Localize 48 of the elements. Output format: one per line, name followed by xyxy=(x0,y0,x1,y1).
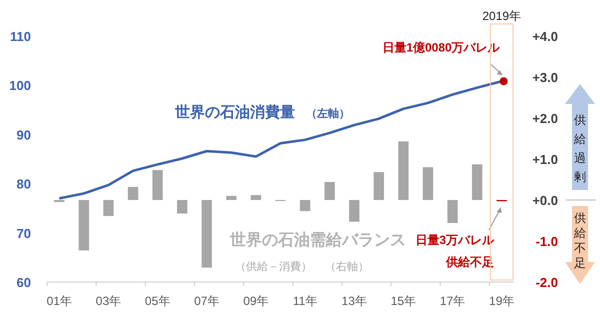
y-tick-label: 80 xyxy=(16,176,31,192)
y-tick-label: 100 xyxy=(9,78,31,94)
x-tick-label: 09年 xyxy=(243,294,269,308)
y2-tick-label: -1.0 xyxy=(536,234,558,249)
bar xyxy=(103,200,114,216)
bar xyxy=(447,200,458,223)
y2-tick-label: +1.0 xyxy=(532,152,558,167)
bar xyxy=(472,164,482,200)
bar xyxy=(422,167,434,200)
bar xyxy=(250,195,262,200)
bar xyxy=(398,141,409,200)
bar xyxy=(300,200,310,212)
bar xyxy=(324,182,335,200)
x-tick-label: 01年 xyxy=(46,294,72,308)
annotation: （供給－消費） xyxy=(235,260,312,273)
series-label: 世界の石油需給バランス xyxy=(229,231,406,249)
x-tick-label: 13年 xyxy=(342,294,367,308)
text: 供給不足 xyxy=(573,211,586,270)
series-label: 世界の石油消費量 xyxy=(174,104,295,121)
x-tick-label: 05年 xyxy=(144,294,170,308)
bar xyxy=(202,200,212,268)
y2-tick-label: -2.0 xyxy=(536,275,558,290)
text: 2019年 xyxy=(482,9,522,23)
y-tick-label: 110 xyxy=(10,29,31,44)
bar xyxy=(349,200,360,222)
bar xyxy=(374,172,384,200)
x-tick-label: 17年 xyxy=(440,294,466,308)
bar xyxy=(226,196,237,200)
annotation: （右軸） xyxy=(325,260,369,273)
x-tick-label: 07年 xyxy=(194,294,220,308)
bar xyxy=(152,170,163,200)
annotation: 日量3万バレル xyxy=(415,233,495,247)
bar xyxy=(128,186,138,200)
y2-tick-label: +2.0 xyxy=(532,111,558,126)
y2-tick-label: +3.0 xyxy=(532,70,558,85)
annotation: （左軸） xyxy=(306,107,350,120)
y-tick-label: 60 xyxy=(16,275,31,290)
x-tick-label: 15年 xyxy=(390,294,416,308)
bar xyxy=(177,200,188,214)
x-tick-label: 03年 xyxy=(96,294,122,308)
x-tick-label: 11年 xyxy=(292,294,318,308)
y-tick-label: 70 xyxy=(16,226,31,241)
x-tick-label: 19年 xyxy=(489,294,514,308)
text: 供給過剰 xyxy=(573,113,586,184)
bar xyxy=(78,200,90,250)
y2-tick-label: +0.0 xyxy=(532,193,558,208)
y-tick-label: 90 xyxy=(16,127,31,142)
y2-tick-label: +4.0 xyxy=(532,29,558,44)
